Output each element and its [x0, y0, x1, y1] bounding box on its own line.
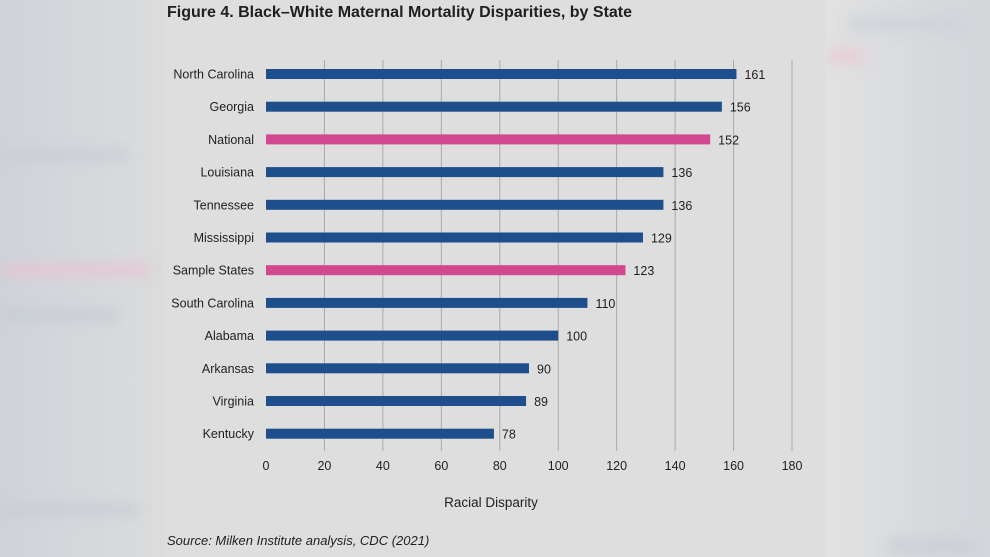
x-tick-label: 60 — [434, 459, 448, 473]
value-label: 110 — [595, 297, 615, 311]
bar-kentucky — [266, 428, 494, 439]
source-note: Source: Milken Institute analysis, CDC (… — [167, 533, 430, 548]
bar-louisiana — [266, 167, 664, 178]
x-tick-label: 140 — [665, 459, 686, 473]
category-label: Georgia — [210, 100, 255, 114]
bar-sample-states — [266, 265, 626, 276]
value-label: 129 — [651, 232, 672, 246]
x-tick-label: 20 — [317, 459, 331, 473]
gridlines — [323, 60, 793, 451]
bar-virginia — [266, 396, 527, 406]
bars — [266, 69, 737, 439]
bar-georgia — [266, 101, 722, 112]
bar-south-carolina — [266, 297, 588, 308]
x-tick-label: 0 — [263, 459, 270, 473]
category-label: Kentucky — [203, 427, 255, 441]
bar-tennessee — [266, 199, 664, 210]
value-label: 161 — [744, 68, 765, 82]
category-label: Virginia — [213, 395, 255, 409]
value-label: 136 — [671, 199, 692, 213]
bar-chart: 0 20 40 60 80 100 120 140 160 180 North Carolina 16… — [171, 60, 802, 510]
value-label: 100 — [566, 330, 587, 344]
category-label: Sample States — [173, 264, 254, 278]
value-label: 136 — [671, 166, 692, 180]
value-label: 90 — [537, 362, 551, 376]
x-tick-label: 120 — [606, 459, 627, 473]
bar-north-carolina — [266, 69, 737, 79]
x-tick-label: 180 — [782, 459, 803, 473]
category-label: National — [208, 133, 254, 147]
chart-title: Figure 4. Black–White Maternal Mortality… — [167, 4, 633, 21]
category-label: South Carolina — [171, 296, 254, 310]
x-tick-label: 40 — [376, 459, 390, 473]
x-tick-label: 100 — [548, 459, 569, 473]
category-label: Alabama — [205, 329, 254, 343]
bar-alabama — [266, 330, 559, 341]
background-blur-right — [826, 0, 990, 557]
category-label: Mississippi — [194, 231, 254, 245]
background-blur-left — [0, 0, 165, 557]
x-axis-title: Racial Disparity — [444, 495, 538, 510]
x-tick-label: 160 — [723, 459, 744, 473]
value-label: 156 — [730, 101, 751, 115]
bar-mississippi — [266, 232, 643, 243]
bar-arkansas — [266, 363, 529, 374]
category-label: Louisiana — [200, 166, 254, 180]
category-label: Tennessee — [194, 198, 255, 212]
x-tick-label: 80 — [493, 459, 507, 473]
value-label: 152 — [718, 133, 739, 147]
figure-card: Figure 4. Black–White Maternal Mortality… — [163, 0, 826, 557]
value-label: 123 — [633, 264, 654, 278]
bar-national — [266, 134, 711, 145]
category-label: North Carolina — [173, 68, 254, 82]
value-label: 78 — [502, 428, 516, 442]
labels: 0 20 40 60 80 100 120 140 160 180 North Carolina 16… — [171, 68, 802, 474]
value-label: 89 — [534, 395, 548, 409]
category-label: Arkansas — [202, 362, 254, 376]
